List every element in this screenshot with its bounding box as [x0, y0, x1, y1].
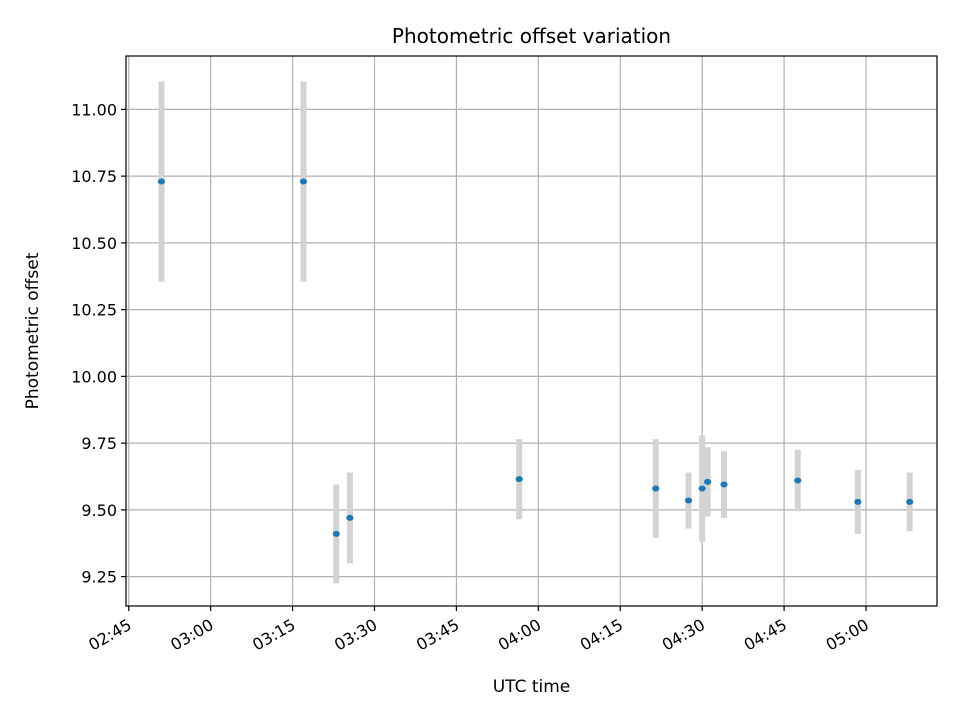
y-tick-label: 9.50	[81, 501, 117, 520]
data-point	[332, 530, 340, 537]
grid-lines	[126, 56, 937, 606]
data-point	[652, 485, 660, 492]
y-tick-label: 9.75	[81, 434, 117, 453]
data-point	[794, 477, 802, 484]
y-tick-label: 10.00	[71, 367, 117, 386]
data-point	[698, 485, 706, 492]
data-point	[346, 514, 354, 521]
y-axis-title: Photometric offset	[23, 252, 43, 409]
y-tick-label: 9.25	[81, 568, 117, 587]
chart-title: Photometric offset variation	[392, 24, 671, 48]
y-tick-label: 10.75	[71, 167, 117, 186]
data-point	[515, 476, 523, 483]
x-axis-title: UTC time	[493, 677, 571, 697]
plot-frame	[125, 55, 938, 607]
y-axis-ticks: 9.25 9.50 9.75 10.00 10.25 10.50 10.75 11.00	[71, 100, 126, 587]
y-tick-label: 11.00	[71, 100, 117, 119]
data-point	[720, 481, 728, 488]
data-point	[854, 498, 862, 505]
data-point	[299, 178, 308, 185]
data-points	[157, 178, 914, 537]
data-point	[157, 178, 166, 185]
data-point	[684, 497, 693, 504]
y-tick-label: 10.25	[71, 301, 117, 320]
data-point	[906, 498, 914, 505]
data-point	[704, 478, 712, 485]
y-tick-label: 10.50	[71, 234, 117, 253]
